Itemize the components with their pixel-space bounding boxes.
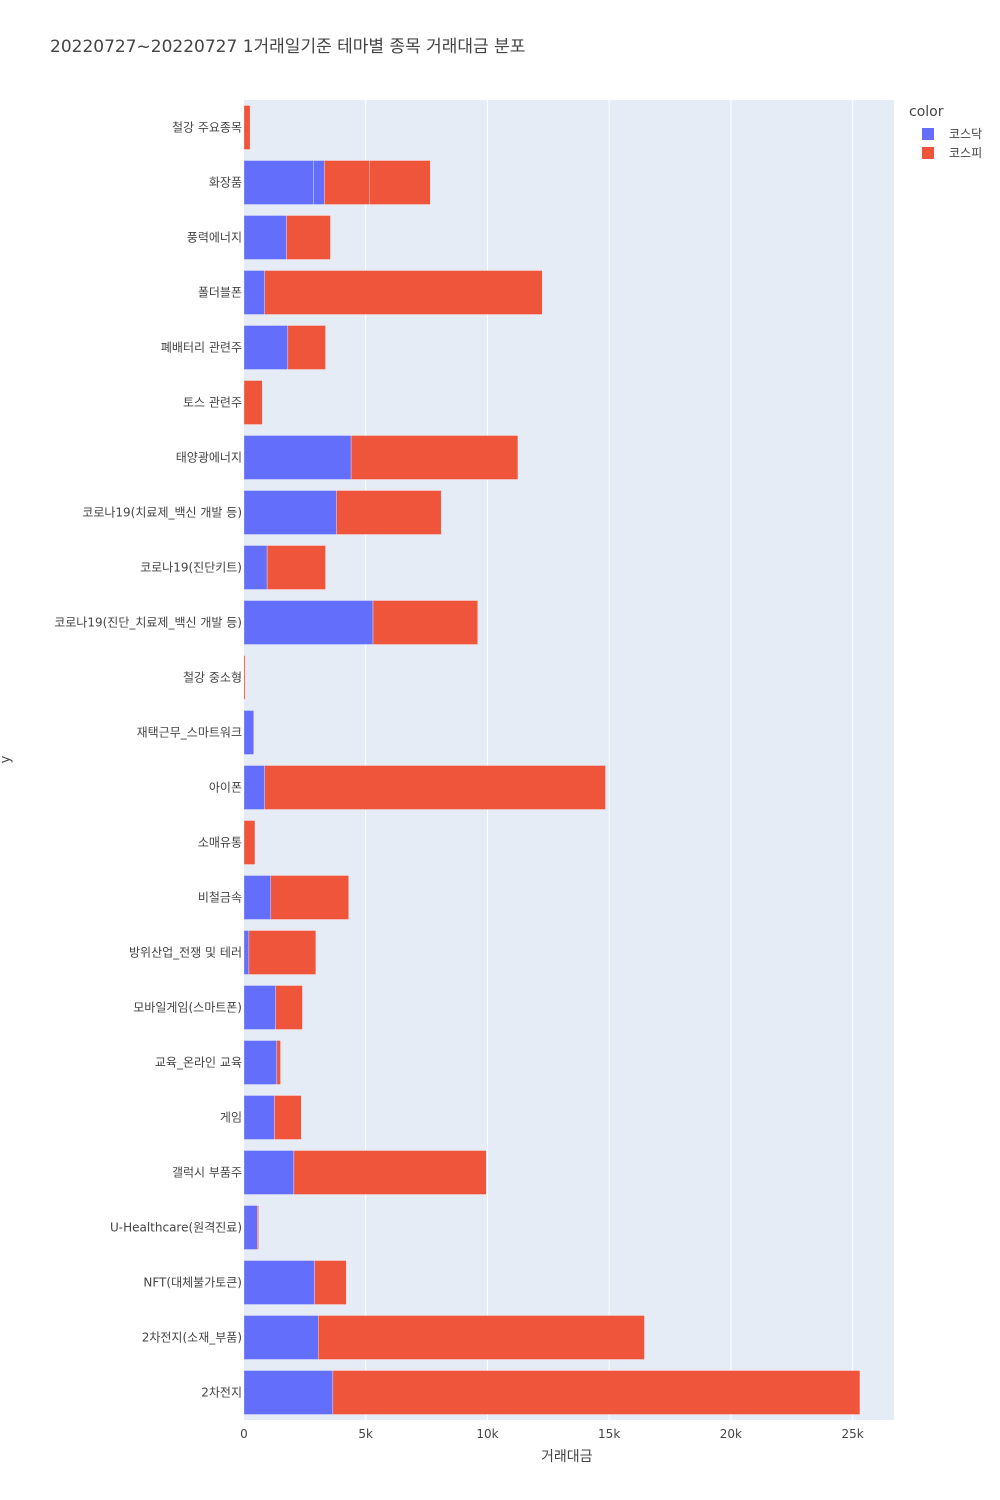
y-tick-label: 코로나19(진단키트) bbox=[140, 561, 242, 575]
bar-segment[interactable] bbox=[243, 270, 265, 315]
bar-segment[interactable] bbox=[274, 1095, 302, 1140]
bar-segment[interactable] bbox=[243, 215, 287, 260]
bar-segment[interactable] bbox=[243, 985, 276, 1030]
bar-segment[interactable] bbox=[243, 710, 254, 755]
bar-segment[interactable] bbox=[264, 270, 543, 315]
y-tick-label: 2차전지 bbox=[201, 1386, 242, 1400]
x-tick-label: 10k bbox=[476, 1427, 498, 1441]
bar-segment[interactable] bbox=[313, 160, 325, 205]
bar-segment[interactable] bbox=[243, 875, 272, 920]
bar-segment[interactable] bbox=[266, 545, 326, 590]
bar-segment[interactable] bbox=[243, 160, 314, 205]
y-tick-label: 비철금속 bbox=[198, 891, 242, 905]
bar-segment[interactable] bbox=[293, 1150, 487, 1195]
bars bbox=[243, 105, 861, 1415]
bar-segment[interactable] bbox=[243, 1315, 319, 1360]
y-tick-label: 폴더블폰 bbox=[198, 286, 242, 300]
bar-segment[interactable] bbox=[243, 105, 251, 150]
bar-segment[interactable] bbox=[243, 1150, 295, 1195]
y-tick-label: 코로나19(치료제_백신 개발 등) bbox=[82, 506, 242, 520]
bar-segment[interactable] bbox=[276, 1040, 281, 1085]
y-tick-label: 게임 bbox=[220, 1111, 242, 1125]
x-tick-label: 5k bbox=[358, 1427, 373, 1441]
bar-segment[interactable] bbox=[243, 1040, 278, 1085]
bar-segment[interactable] bbox=[243, 765, 265, 810]
bar-segment[interactable] bbox=[243, 655, 246, 700]
bar-segment[interactable] bbox=[257, 1205, 259, 1250]
bar-segment[interactable] bbox=[270, 875, 349, 920]
y-tick-label: 코로나19(진단_치료제_백신 개발 등) bbox=[54, 616, 242, 630]
bar-segment[interactable] bbox=[243, 1260, 315, 1305]
legend-item-kosdaq[interactable]: 코스닥 bbox=[908, 124, 982, 143]
y-tick-label: 재택근무_스마트워크 bbox=[137, 726, 242, 740]
bar-segment[interactable] bbox=[350, 435, 519, 480]
bar-segment[interactable] bbox=[369, 160, 431, 205]
legend: color 코스닥 코스피 bbox=[908, 104, 982, 162]
bar-segment[interactable] bbox=[243, 930, 250, 975]
bar-segment[interactable] bbox=[243, 1095, 275, 1140]
plot-background bbox=[244, 100, 894, 1420]
bar-segment[interactable] bbox=[336, 490, 442, 535]
y-tick-label: 화장품 bbox=[209, 176, 242, 190]
bar-segment[interactable] bbox=[243, 1370, 334, 1415]
bar-segment[interactable] bbox=[332, 1370, 861, 1415]
bar-segment[interactable] bbox=[243, 325, 289, 370]
y-tick-labels: 2차전지 2차전지(소재_부품) NFT(대체불가토큰) U-Healthcare(원… bbox=[54, 121, 242, 1400]
y-axis-label: y bbox=[0, 756, 13, 764]
x-axis-label: 거래대금 bbox=[541, 1449, 593, 1465]
bar-segment[interactable] bbox=[243, 435, 352, 480]
y-tick-label: 방위산업_전쟁 및 테러 bbox=[129, 946, 242, 960]
bar-segment[interactable] bbox=[318, 1315, 645, 1360]
bar-segment[interactable] bbox=[372, 600, 478, 645]
y-tick-label: 갤럭시 부품주 bbox=[172, 1166, 242, 1180]
y-tick-label: 풍력에너지 bbox=[187, 231, 242, 245]
legend-title: color bbox=[909, 104, 944, 120]
bar-segment[interactable] bbox=[324, 160, 370, 205]
bar-segment[interactable] bbox=[248, 930, 317, 975]
bar-segment[interactable] bbox=[264, 765, 606, 810]
bar-segment[interactable] bbox=[287, 325, 326, 370]
bar-segment[interactable] bbox=[243, 600, 374, 645]
bar-segment[interactable] bbox=[243, 820, 256, 865]
legend-swatch bbox=[922, 127, 934, 140]
y-tick-label: 모바일게임(스마트폰) bbox=[133, 1001, 242, 1015]
y-tick-label: U-Healthcare(원격진료) bbox=[110, 1221, 242, 1235]
x-tick-label: 20k bbox=[720, 1427, 742, 1441]
x-tick-label: 15k bbox=[598, 1427, 620, 1441]
legend-label: 코스피 bbox=[949, 146, 983, 160]
bar-segment[interactable] bbox=[243, 490, 337, 535]
bar-segment[interactable] bbox=[243, 1205, 258, 1250]
y-tick-label: 토스 관련주 bbox=[183, 396, 242, 410]
y-tick-label: 소매유통 bbox=[198, 836, 242, 850]
bar-segment[interactable] bbox=[286, 215, 331, 260]
legend-swatch bbox=[922, 146, 934, 159]
bar-segment[interactable] bbox=[243, 545, 268, 590]
x-tick-labels: 0 5k 10k 15k 20k 25k bbox=[240, 1427, 864, 1441]
y-tick-label: 철강 주요종목 bbox=[172, 121, 242, 135]
legend-label: 코스닥 bbox=[949, 127, 983, 141]
legend-item-kospi[interactable]: 코스피 bbox=[908, 143, 982, 162]
y-tick-label: 2차전지(소재_부품) bbox=[142, 1331, 242, 1345]
x-tick-label: 0 bbox=[240, 1427, 248, 1441]
y-tick-label: 철강 중소형 bbox=[183, 671, 242, 685]
y-tick-label: 아이폰 bbox=[209, 781, 242, 795]
bar-segment[interactable] bbox=[314, 1260, 347, 1305]
bar-segment[interactable] bbox=[275, 985, 303, 1030]
y-tick-label: NFT(대체불가토큰) bbox=[143, 1276, 242, 1290]
x-tick-label: 25k bbox=[842, 1427, 864, 1441]
bar-segment[interactable] bbox=[243, 380, 263, 425]
y-tick-label: 폐배터리 관련주 bbox=[161, 341, 242, 355]
y-tick-label: 태양광에너지 bbox=[176, 451, 242, 465]
y-tick-label: 교육_온라인 교육 bbox=[155, 1056, 242, 1070]
grid-lines bbox=[365, 100, 854, 1420]
chart-title: 20220727~20220727 1거래일기준 테마별 종목 거래대금 분포 bbox=[50, 37, 526, 57]
